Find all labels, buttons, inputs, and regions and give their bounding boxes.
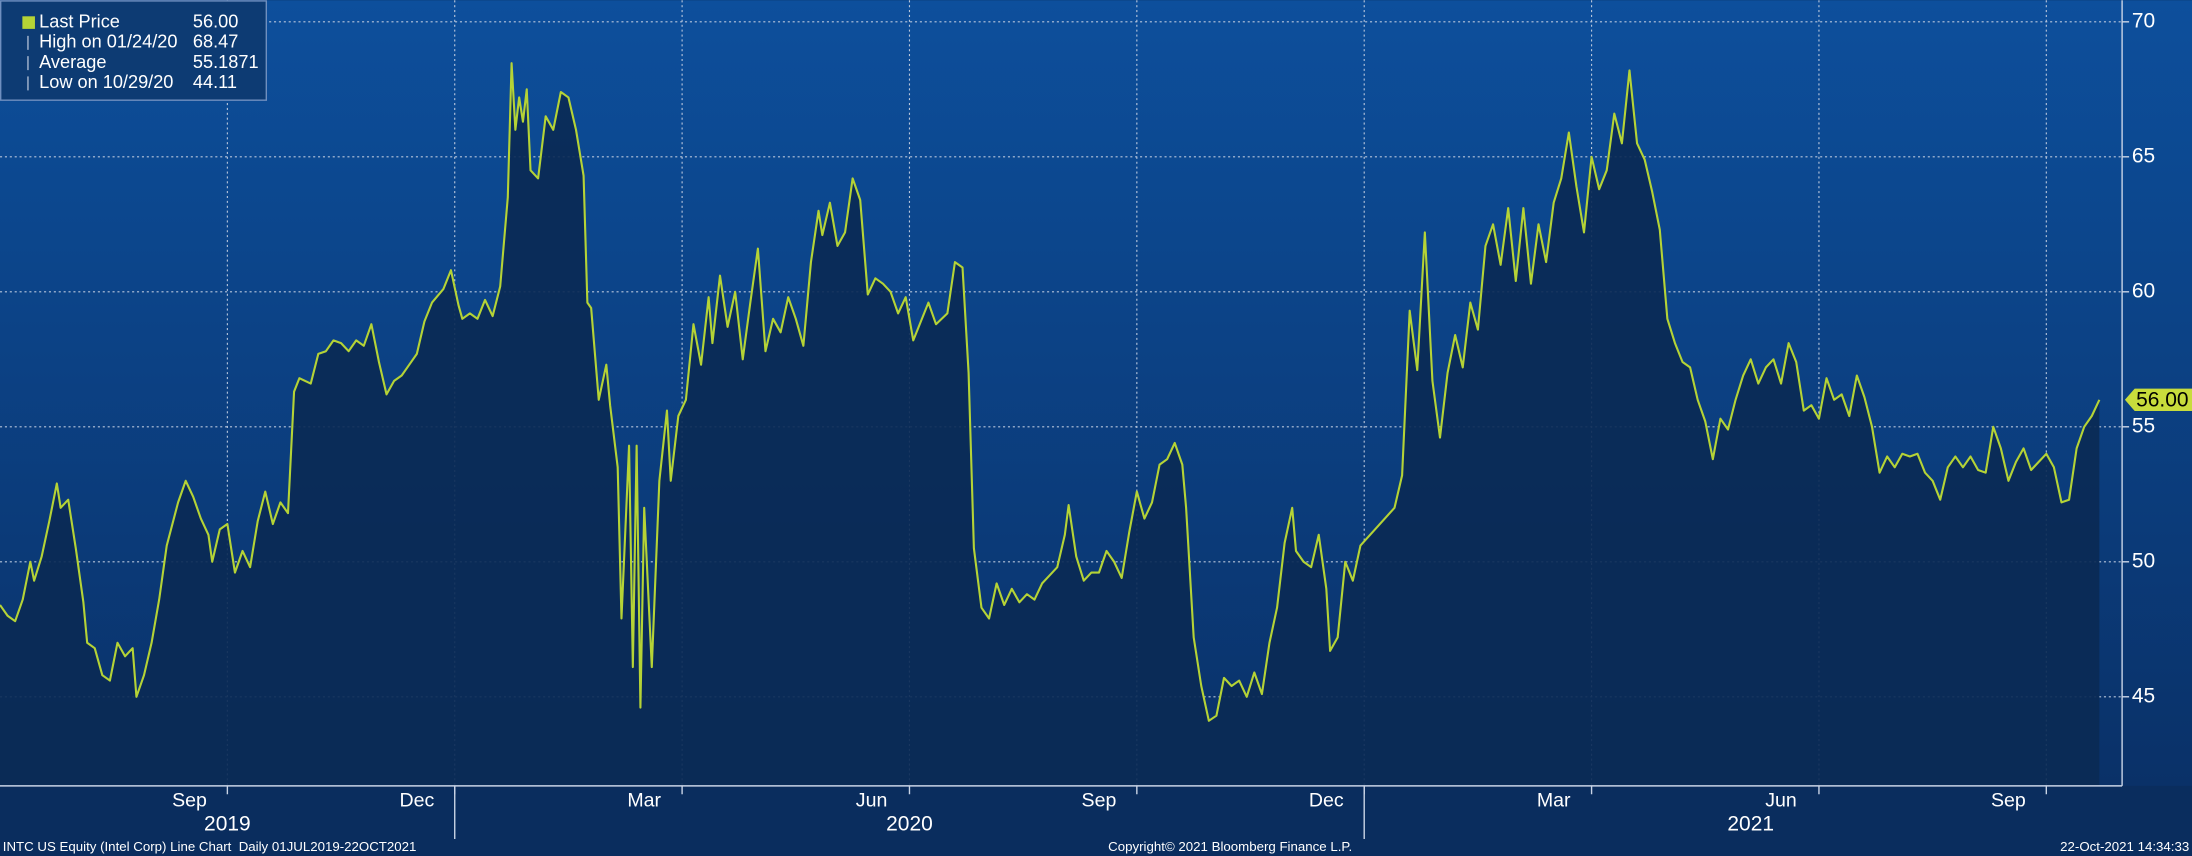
- legend-label: High on 01/24/20: [39, 32, 177, 52]
- year-label: 2021: [1727, 813, 1774, 836]
- y-tick-label: 55: [2132, 414, 2155, 437]
- x-tick-label: Sep: [1991, 789, 2026, 811]
- year-label: 2019: [204, 813, 251, 836]
- x-tick-label: Mar: [1537, 789, 1571, 811]
- legend-label: Average: [39, 52, 106, 72]
- legend-label: Low on 10/29/20: [39, 72, 173, 92]
- x-tick-label: Dec: [1309, 789, 1344, 811]
- x-tick-label: Jun: [1765, 789, 1797, 811]
- area: [0, 63, 2100, 786]
- legend-swatch: [22, 16, 35, 29]
- last-price-label: 56.00: [2136, 389, 2188, 412]
- legend-label: Last Price: [39, 11, 120, 31]
- x-tick-label: Dec: [399, 789, 434, 811]
- footer-left: INTC US Equity (Intel Corp) Line Chart D…: [3, 839, 417, 854]
- legend-value: 68.47: [193, 32, 238, 52]
- x-tick-label: Sep: [1082, 789, 1117, 811]
- axis-background: [0, 785, 2192, 856]
- marks: [0, 62, 2101, 786]
- price-line: [0, 62, 2101, 722]
- footer-center: Copyright© 2021 Bloomberg Finance L.P.: [1108, 839, 1352, 854]
- x-tick-label: Sep: [172, 789, 207, 811]
- footer-right: 22-Oct-2021 14:34:33: [2060, 839, 2189, 854]
- y-tick-label: 45: [2132, 684, 2155, 707]
- legend-value: 55.1871: [193, 52, 259, 72]
- legend-value: 44.11: [193, 72, 237, 92]
- y-tick-label: 50: [2132, 549, 2155, 572]
- last-price-tag: [2124, 388, 2192, 411]
- legend: Last Price 56.00 High on 01/24/20 68.47 Aver…: [0, 0, 268, 101]
- y-tick-label: 65: [2132, 144, 2155, 167]
- year-label: 2020: [886, 813, 933, 836]
- y-tick-label: 70: [2132, 9, 2155, 32]
- legend-value: 56.00: [193, 11, 238, 31]
- y-tick-label: 60: [2132, 279, 2155, 302]
- legend-box: [0, 0, 268, 101]
- x-tick-label: Jun: [856, 789, 888, 811]
- x-tick-label: Mar: [627, 789, 661, 811]
